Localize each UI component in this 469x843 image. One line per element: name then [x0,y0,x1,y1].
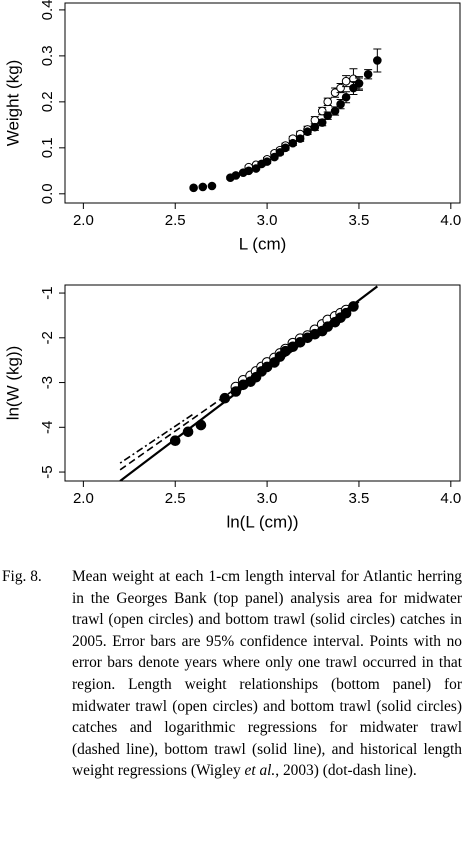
caption-text: Mean weight at each 1-cm length interval… [72,566,462,782]
y-tick-label: -2 [39,331,56,344]
x-axis-title: ln(L (cm)) [226,512,298,531]
y-tick-label: -3 [39,376,56,389]
x-tick-label: 2.0 [73,212,94,229]
y-tick-label: 0.0 [39,183,56,204]
y-tick-label: -4 [39,421,56,434]
x-tick-label: 4.0 [440,212,461,229]
filled-point [303,127,312,137]
plot-frame [64,284,461,482]
figure: 2.0 2.5 3.0 3.5 4.0 0.0 0.1 0.2 0.3 0.4 L (cm) Weig… [3,0,461,531]
filled-point [317,118,327,127]
filled-point [251,164,261,173]
y-axis-title: Weight (kg) [3,60,22,147]
filled-point [323,111,333,120]
y-tick-label: 0.1 [39,137,56,158]
open-point [336,83,345,93]
y-axis-title: ln(W (kg)) [3,346,22,421]
filled-point [198,182,208,192]
open-point [323,97,333,107]
y-tick-label: -5 [39,465,56,478]
x-tick-label: 3.0 [257,490,278,507]
filled-point [354,79,364,88]
filled-point [281,143,290,153]
filled-point [244,166,254,176]
regression-line [119,413,195,464]
x-tick-label: 2.5 [165,490,186,507]
y-tick-label: -1 [39,286,56,299]
filled-point [182,426,194,438]
y-tick-label: 0.3 [39,45,56,66]
caption-text-part: Mean weight at each 1-cm length interval… [72,568,462,780]
y-tick-label: 0.4 [39,0,56,20]
x-tick-label: 2.0 [73,490,94,507]
x-tick-label: 3.5 [349,212,370,229]
regression-line [119,285,378,481]
filled-point [341,92,351,102]
caption-text-part: , 2003) (dot-dash line). [275,762,417,780]
filled-point [207,181,217,191]
plot-frame [64,2,461,204]
caption-label: Fig. 8. [2,568,42,585]
x-axis-title: L (cm) [239,234,287,253]
filled-point [262,157,272,166]
open-point [341,76,351,86]
x-tick-label: 2.5 [165,212,186,229]
y-tick-label: 0.2 [39,91,56,112]
caption: Fig. 8. Mean weight at each 1-cm length … [0,566,462,782]
x-tick-label: 4.0 [440,490,461,507]
x-tick-label: 3.0 [257,212,278,229]
filled-point [231,171,241,180]
regression-line [119,301,360,471]
x-tick-label: 3.5 [349,490,370,507]
caption-italic: et al. [244,762,276,780]
filled-point [189,183,198,193]
filled-point [373,56,382,65]
filled-point [295,134,305,143]
filled-point [336,99,345,109]
filled-point [288,138,298,148]
filled-point [310,122,320,132]
filled-point [363,69,373,79]
open-point [317,106,327,116]
